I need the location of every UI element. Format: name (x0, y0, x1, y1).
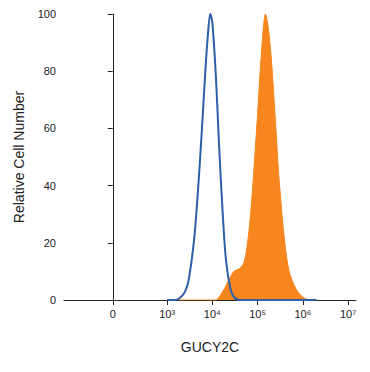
svg-text:GUCY2C: GUCY2C (181, 339, 239, 355)
svg-text:20: 20 (44, 237, 56, 249)
svg-text:0: 0 (110, 308, 116, 320)
svg-text:60: 60 (44, 122, 56, 134)
svg-text:10³: 10³ (159, 308, 175, 320)
svg-text:100: 100 (38, 8, 56, 20)
svg-text:10⁷: 10⁷ (340, 308, 356, 320)
svg-text:80: 80 (44, 65, 56, 77)
svg-text:10⁴: 10⁴ (204, 308, 221, 320)
svg-text:10⁵: 10⁵ (249, 308, 266, 320)
svg-text:Relative Cell Number: Relative Cell Number (11, 91, 27, 224)
svg-text:40: 40 (44, 180, 56, 192)
svg-text:10⁶: 10⁶ (294, 308, 311, 320)
svg-text:0: 0 (50, 294, 56, 306)
